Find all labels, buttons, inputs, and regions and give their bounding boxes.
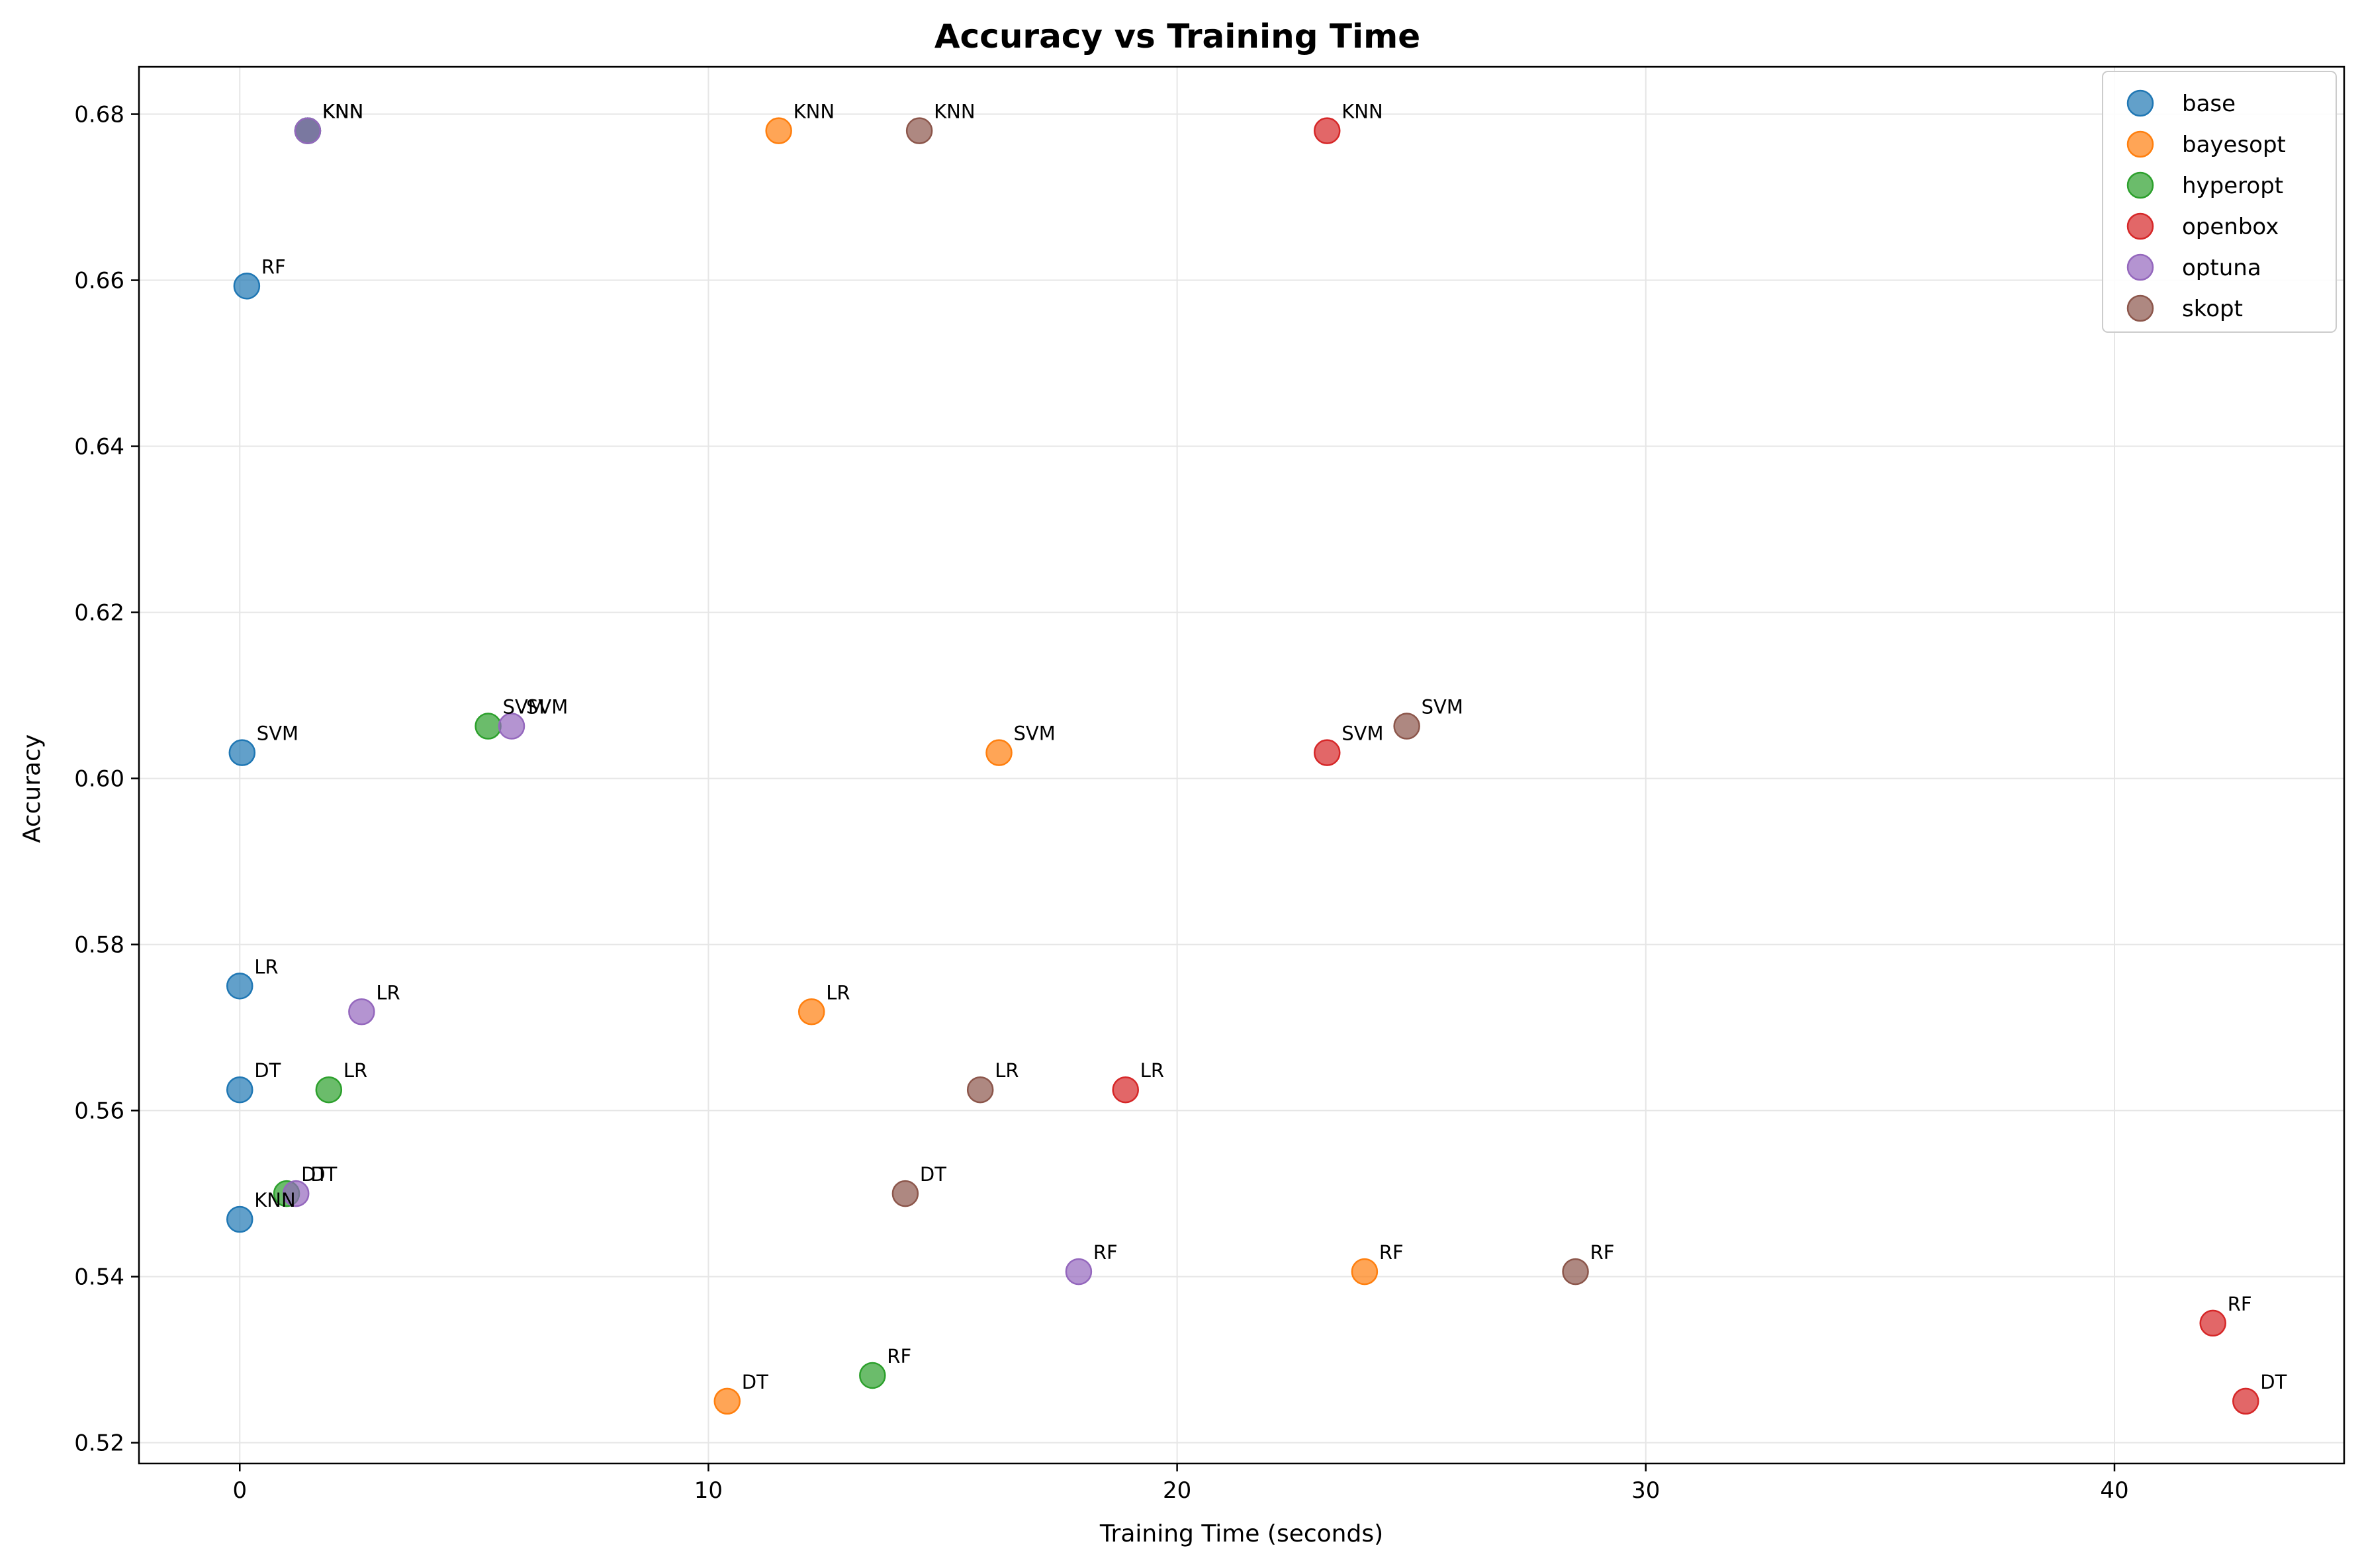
legend-label: base xyxy=(2182,91,2236,117)
data-point xyxy=(348,998,375,1025)
legend-label: openbox xyxy=(2182,214,2279,240)
plot-frame xyxy=(138,65,2345,1465)
point-label: DT xyxy=(254,1059,281,1082)
grid xyxy=(139,67,2344,1463)
point-label: KNN xyxy=(254,1189,295,1211)
point-label: SVM xyxy=(1014,722,1056,745)
legend-marker xyxy=(2126,89,2154,117)
point-label: SVM xyxy=(503,696,545,719)
legend-label: skopt xyxy=(2182,296,2243,322)
data-point xyxy=(985,739,1013,766)
y-tick-label: 0.64 xyxy=(74,434,124,460)
legend-label: hyperopt xyxy=(2182,173,2283,199)
point-label: DT xyxy=(2260,1371,2287,1393)
data-point xyxy=(713,1387,741,1415)
point-label: KNN xyxy=(322,101,363,123)
x-tick-label: 20 xyxy=(1163,1477,1191,1504)
data-point xyxy=(282,1180,310,1207)
data-point xyxy=(1313,739,1341,766)
data-point xyxy=(797,998,825,1025)
data-point xyxy=(475,713,502,740)
x-tick-label: 40 xyxy=(2100,1477,2128,1504)
point-label: KNN xyxy=(322,101,363,123)
legend-label: bayesopt xyxy=(2182,132,2286,158)
point-label: LR xyxy=(826,981,850,1004)
data-point xyxy=(1562,1258,1589,1285)
legend-label: optuna xyxy=(2182,255,2261,281)
y-tick-label: 0.52 xyxy=(74,1430,124,1457)
legend-marker xyxy=(2126,130,2154,158)
point-label: LR xyxy=(254,955,278,978)
data-point xyxy=(1313,117,1341,144)
point-label: RF xyxy=(1379,1241,1404,1264)
chart-title: Accuracy vs Training Time xyxy=(934,17,1420,56)
data-point xyxy=(859,1362,886,1389)
point-label: SVM xyxy=(257,722,298,745)
legend-marker xyxy=(2126,171,2154,199)
point-label: RF xyxy=(1590,1241,1615,1264)
point-label: LR xyxy=(376,981,400,1004)
point-label: LR xyxy=(343,1059,367,1082)
point-label: SVM xyxy=(1341,722,1383,745)
y-tick-label: 0.62 xyxy=(74,600,124,627)
x-tick-label: 10 xyxy=(694,1477,723,1504)
data-point xyxy=(233,273,261,300)
point-label: RF xyxy=(1093,1241,1118,1264)
point-labels: KNN RF SVM LR DT KNN KNN SVM LR RF DT KNN SVM LR DT RF K… xyxy=(254,101,2287,1393)
legend-marker xyxy=(2126,294,2154,322)
y-tick-label: 0.68 xyxy=(74,102,124,128)
data-point xyxy=(315,1076,343,1104)
x-axis-label: Training Time (seconds) xyxy=(1099,1520,1383,1547)
y-tick-label: 0.60 xyxy=(74,766,124,793)
data-point xyxy=(1393,713,1420,740)
x-tick-label: 0 xyxy=(232,1477,247,1504)
y-axis-label: Accuracy xyxy=(19,734,46,843)
data-point xyxy=(228,739,256,766)
point-label: SVM xyxy=(526,696,568,719)
point-label: KNN xyxy=(322,101,363,123)
legend-box xyxy=(2102,71,2337,333)
point-label: DT xyxy=(742,1371,768,1393)
y-tick-label: 0.56 xyxy=(74,1098,124,1125)
point-label: KNN xyxy=(1341,101,1383,123)
point-label: RF xyxy=(887,1345,911,1368)
data-point xyxy=(1112,1076,1139,1104)
legend: base bayesopt hyperopt openbox optuna skopt xyxy=(2102,71,2337,333)
data-point xyxy=(2199,1309,2226,1337)
data-point xyxy=(765,117,792,144)
legend-marker xyxy=(2126,212,2154,240)
y-tick-label: 0.54 xyxy=(74,1264,124,1291)
point-label: SVM xyxy=(1422,696,1463,719)
data-point xyxy=(226,1205,253,1233)
data-point xyxy=(226,973,253,1000)
point-label: KNN xyxy=(934,101,975,123)
point-label: RF xyxy=(261,255,286,278)
data-points xyxy=(226,117,2259,1415)
data-point xyxy=(226,1076,253,1104)
point-label: LR xyxy=(1140,1059,1164,1082)
data-point xyxy=(498,713,525,740)
axes: 0 10 20 30 40 0.52 0.54 0.56 0.58 0.60 0.62 0.64 0.6… xyxy=(74,65,2345,1504)
data-point xyxy=(2232,1387,2259,1415)
x-tick-label: 30 xyxy=(1631,1477,1660,1504)
data-point xyxy=(1065,1258,1093,1285)
data-point xyxy=(1351,1258,1379,1285)
y-tick-label: 0.66 xyxy=(74,268,124,294)
point-label: RF xyxy=(2228,1293,2252,1315)
data-point xyxy=(905,117,933,144)
data-point xyxy=(966,1076,994,1104)
point-label: DT xyxy=(920,1163,946,1186)
legend-marker xyxy=(2126,253,2154,281)
data-point xyxy=(891,1180,919,1207)
point-label: KNN xyxy=(794,101,835,123)
data-point xyxy=(294,117,322,144)
y-tick-label: 0.58 xyxy=(74,932,124,959)
point-label: DT xyxy=(310,1163,337,1186)
point-label: DT xyxy=(301,1163,328,1186)
point-label: LR xyxy=(995,1059,1019,1082)
